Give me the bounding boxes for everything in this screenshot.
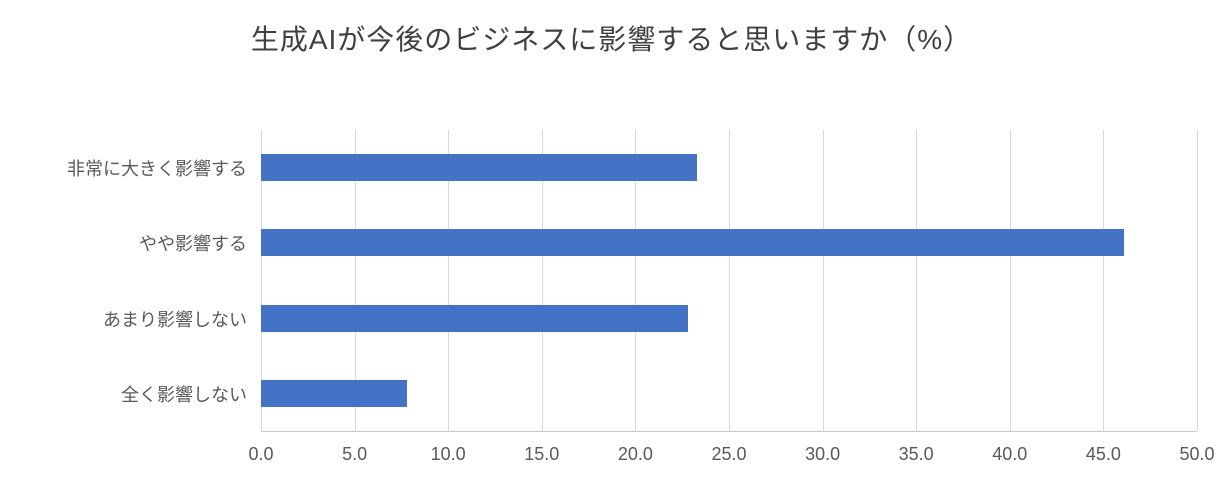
gridline xyxy=(822,130,824,431)
gridline xyxy=(1009,130,1011,431)
bar-1 xyxy=(261,229,1124,257)
x-tick-label: 10.0 xyxy=(430,444,466,464)
category-axis-labels: 非常に大きく影響するやや影響するあまり影響しない全く影響しない xyxy=(0,130,247,432)
x-tick-label: 30.0 xyxy=(805,444,841,464)
plot-area xyxy=(261,130,1198,432)
category-label: やや影響する xyxy=(139,234,247,255)
gridline xyxy=(448,130,450,431)
category-label: 全く影響しない xyxy=(121,385,247,406)
x-tick-label: 20.0 xyxy=(617,444,653,464)
chart-title: 生成AIが今後のビジネスに影響すると思いますか（%） xyxy=(250,24,973,55)
gridline xyxy=(261,130,262,431)
x-tick-label: 40.0 xyxy=(992,444,1028,464)
bar-row xyxy=(261,130,1197,205)
category-label: あまり影響しない xyxy=(103,309,247,330)
bar-3 xyxy=(261,379,408,407)
x-tick-label: 5.0 xyxy=(342,444,368,464)
gridline xyxy=(354,130,356,431)
gridline xyxy=(1197,130,1198,431)
category-label: 非常に大きく影響する xyxy=(67,158,247,179)
gridline xyxy=(729,130,730,431)
x-tick-label: 50.0 xyxy=(1179,444,1215,464)
bar-2 xyxy=(261,304,688,332)
bar-row xyxy=(261,356,1197,431)
x-tick-label: 45.0 xyxy=(1085,444,1121,464)
gridline xyxy=(916,130,918,431)
gridline xyxy=(635,130,637,431)
x-tick-label: 0.0 xyxy=(248,444,274,464)
gridline xyxy=(541,130,543,431)
x-axis-tick-labels: 0.0 5.0 10.0 15.0 20.0 25.0 30.0 35.0 40.0 45.0 50… xyxy=(248,444,1214,470)
x-tick-label: 35.0 xyxy=(898,444,934,464)
bar-row xyxy=(261,281,1197,356)
gridline xyxy=(1103,130,1105,431)
bar-0 xyxy=(261,154,698,182)
x-tick-label: 15.0 xyxy=(524,444,560,464)
bar-row xyxy=(261,205,1197,280)
x-tick-label: 25.0 xyxy=(711,444,747,464)
